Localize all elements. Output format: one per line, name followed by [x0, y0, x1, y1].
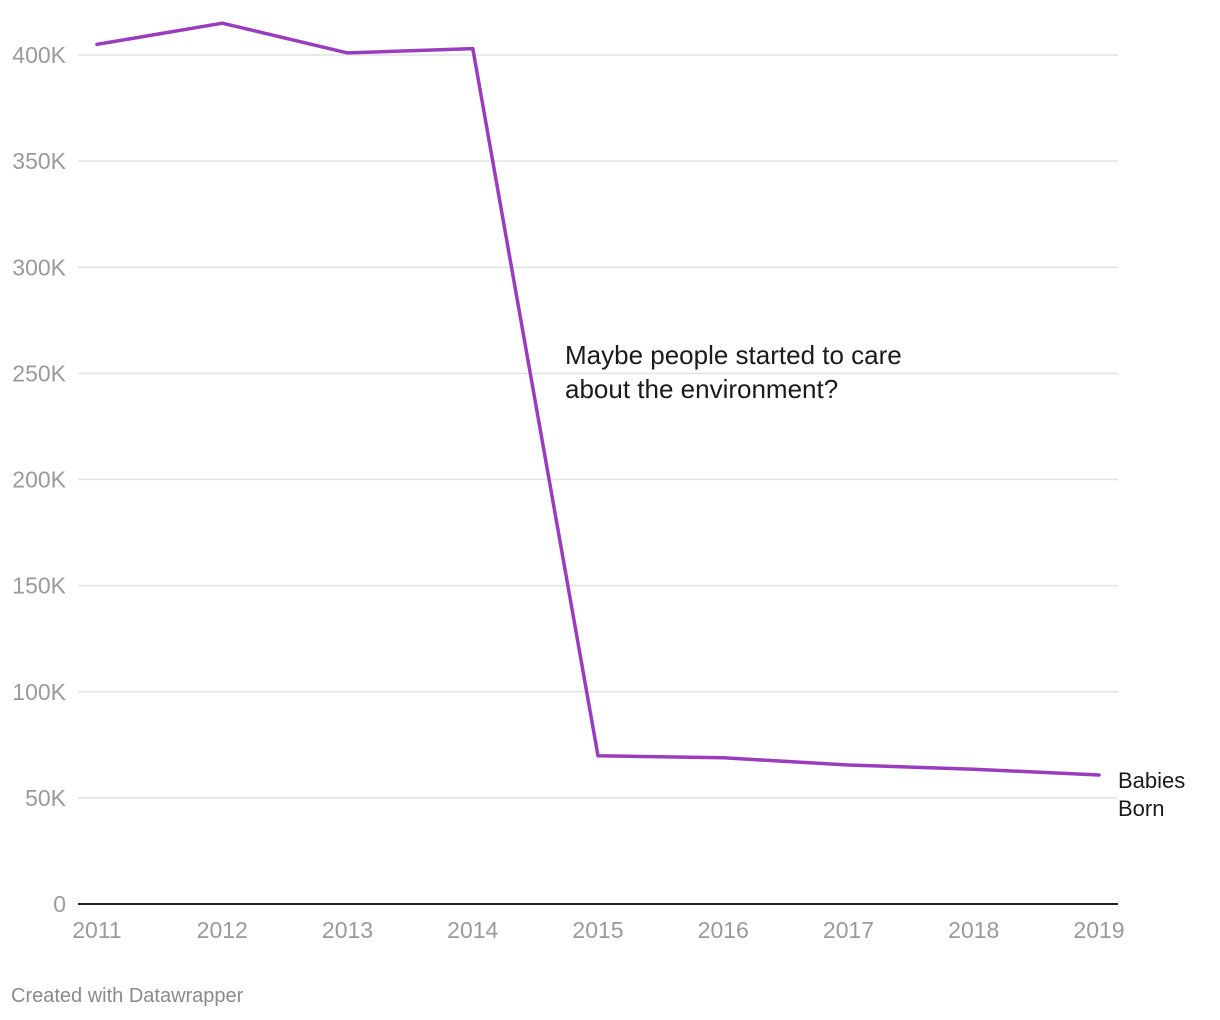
x-tick-label: 2012 — [197, 917, 248, 943]
series-labels: Babies Born — [1118, 768, 1185, 821]
y-tick-label: 200K — [12, 467, 66, 493]
x-tick-label: 2014 — [447, 917, 498, 943]
series-lines — [95, 21, 1101, 777]
y-tick-label: 50K — [25, 785, 67, 811]
annotation-text: about the environment? — [565, 374, 838, 404]
x-tick-label: 2017 — [823, 917, 874, 943]
x-tick-label: 2018 — [948, 917, 999, 943]
annotation-text: Maybe people started to care — [565, 340, 902, 370]
y-tick-label: 300K — [12, 254, 66, 280]
y-tick-label: 150K — [12, 573, 66, 599]
x-tick-label: 2011 — [72, 917, 121, 943]
annotations: Maybe people started to care about the en… — [565, 340, 902, 404]
gridlines — [78, 54, 1118, 799]
x-tick-label: 2019 — [1073, 917, 1124, 943]
x-tick-label: 2015 — [572, 917, 623, 943]
credit-text: Created with Datawrapper — [11, 985, 244, 1007]
y-tick-label: 250K — [12, 360, 66, 386]
y-tick-label: 350K — [12, 148, 66, 174]
y-tick-label: 100K — [12, 679, 66, 705]
y-axis-ticks: 0 50K 100K 150K 200K 250K 300K 350K 400K — [12, 42, 66, 917]
y-tick-label: 0 — [53, 891, 66, 917]
series-label: Born — [1118, 796, 1164, 821]
series-line — [95, 21, 1101, 777]
x-tick-label: 2013 — [322, 917, 373, 943]
series-label: Babies — [1118, 768, 1185, 793]
x-tick-label: 2016 — [698, 917, 749, 943]
x-axis-ticks: 2011 2012 2013 2014 2015 2016 2017 2018 2019 — [72, 917, 1124, 943]
y-tick-label: 400K — [12, 42, 66, 68]
